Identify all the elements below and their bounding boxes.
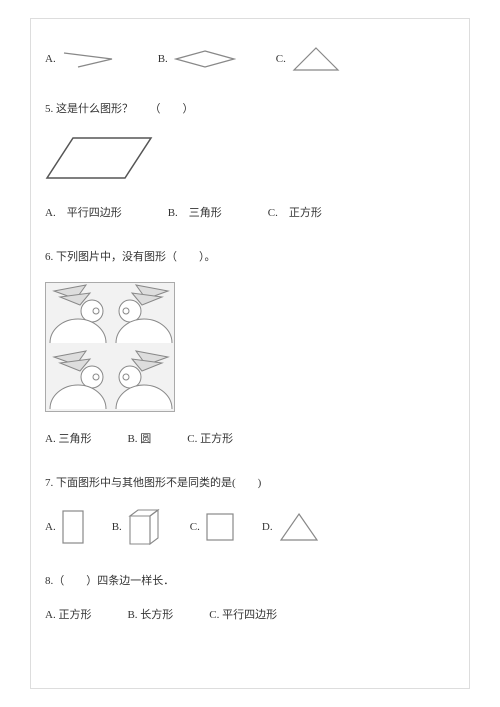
q7-label-c: C. bbox=[190, 521, 200, 533]
q6-option-c: C. 正方形 bbox=[187, 430, 233, 446]
q6-option-a: A. 三角形 bbox=[45, 430, 91, 446]
q5-shape bbox=[45, 134, 455, 182]
q5-option-b: B. 三角形 bbox=[168, 204, 222, 220]
composite-figure-icon bbox=[46, 283, 175, 412]
q5-option-c: C. 正方形 bbox=[268, 204, 322, 220]
q8-option-c: C. 平行四边形 bbox=[209, 606, 277, 622]
q6-option-b: B. 圆 bbox=[127, 430, 151, 446]
q6-text: 6. 下列图片中，没有图形（ ）。 bbox=[45, 248, 455, 264]
q7-label-b: B. bbox=[112, 521, 122, 533]
q6-figure bbox=[45, 282, 175, 412]
q7-option-b: B. bbox=[112, 508, 162, 546]
square-shape-icon bbox=[206, 513, 234, 541]
q5-options: A. 平行四边形 B. 三角形 C. 正方形 bbox=[45, 204, 455, 220]
q7-text: 7. 下面图形中与其他图形不是同类的是( ) bbox=[45, 474, 455, 490]
q4-label-c: C. bbox=[276, 53, 286, 65]
q5-text: 5. 这是什么图形？ （ ） bbox=[45, 100, 455, 116]
q8-option-a: A. 正方形 bbox=[45, 606, 91, 622]
q8-option-b: B. 长方形 bbox=[127, 606, 173, 622]
cuboid-shape-icon bbox=[128, 508, 162, 546]
rhombus-shape-icon bbox=[174, 49, 236, 69]
q4-label-b: B. bbox=[158, 53, 168, 65]
q4-option-a: A. bbox=[45, 49, 118, 69]
angle-shape-icon bbox=[62, 49, 118, 69]
triangle-shape-icon bbox=[292, 46, 340, 72]
q4-label-a: A. bbox=[45, 53, 56, 65]
q7-option-d: D. bbox=[262, 512, 319, 542]
q7-label-a: A. bbox=[45, 521, 56, 533]
q6-options: A. 三角形 B. 圆 C. 正方形 bbox=[45, 430, 455, 446]
page-content: A. B. C. 5. 这是什么图形？ （ ） A. 平行四边形 B. 三角形 … bbox=[45, 46, 455, 622]
q5-option-a: A. 平行四边形 bbox=[45, 204, 122, 220]
q7-label-d: D. bbox=[262, 521, 273, 533]
parallelogram-shape-icon bbox=[45, 134, 155, 182]
q7-option-c: C. bbox=[190, 513, 234, 541]
q8-options: A. 正方形 B. 长方形 C. 平行四边形 bbox=[45, 606, 455, 622]
q4-option-c: C. bbox=[276, 46, 340, 72]
q8-text: 8.（ ）四条边一样长． bbox=[45, 572, 455, 588]
rectangle-shape-icon bbox=[62, 510, 84, 544]
q7-option-a: A. bbox=[45, 510, 84, 544]
triangle2-shape-icon bbox=[279, 512, 319, 542]
q7-options-row: A. B. C. D. bbox=[45, 508, 455, 546]
q4-options-row: A. B. C. bbox=[45, 46, 455, 72]
q4-option-b: B. bbox=[158, 49, 236, 69]
